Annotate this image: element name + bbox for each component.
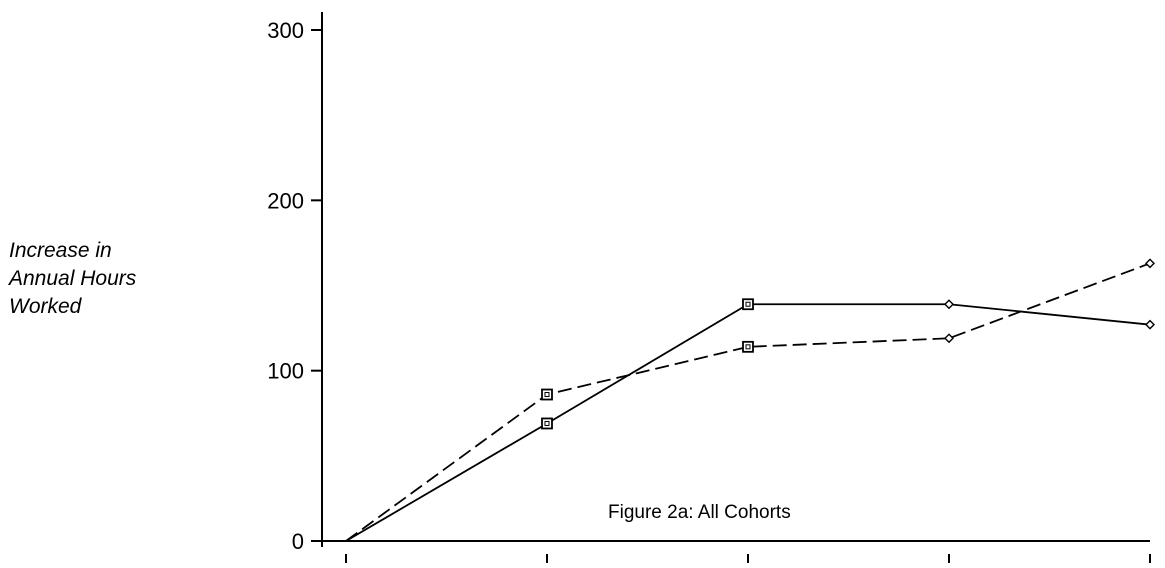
series-1-point-3: [944, 333, 954, 344]
x-axis-ticks: [345, 554, 1151, 566]
y-axis-label-line-2: Worked: [9, 295, 83, 318]
series-1-line: [345, 262, 1151, 542]
y-axis-ticks: 0 100 200 300: [267, 18, 322, 554]
series-0-point-1: [541, 417, 553, 430]
y-axis-label-line-1: Annual Hours: [7, 267, 137, 290]
series-1-point-1: [541, 388, 553, 401]
series-1-point-4: [1145, 258, 1155, 269]
y-axis-label: Increase in Annual Hours Worked: [7, 239, 137, 318]
chart-annotation: Figure 2a: All Cohorts: [608, 502, 791, 523]
series-0-point-2: [742, 298, 754, 311]
series-1-point-2: [742, 340, 754, 353]
series-0-point-3: [944, 299, 954, 310]
axes: [321, 12, 1150, 547]
y-axis-label-line-0: Increase in: [9, 239, 112, 262]
markers-group: [541, 258, 1155, 430]
y-tick-label-0: 0: [292, 529, 304, 554]
series-0-point-2-inner: [745, 301, 751, 307]
series-1-point-1-inner: [544, 392, 550, 398]
series-0-point-4: [1145, 319, 1155, 330]
series-0-point-1-inner: [544, 420, 550, 426]
series-1-point-2-inner: [745, 344, 751, 350]
y-tick-label-2: 200: [267, 188, 304, 213]
y-tick-label-3: 300: [267, 18, 304, 43]
y-tick-label-1: 100: [267, 359, 304, 384]
